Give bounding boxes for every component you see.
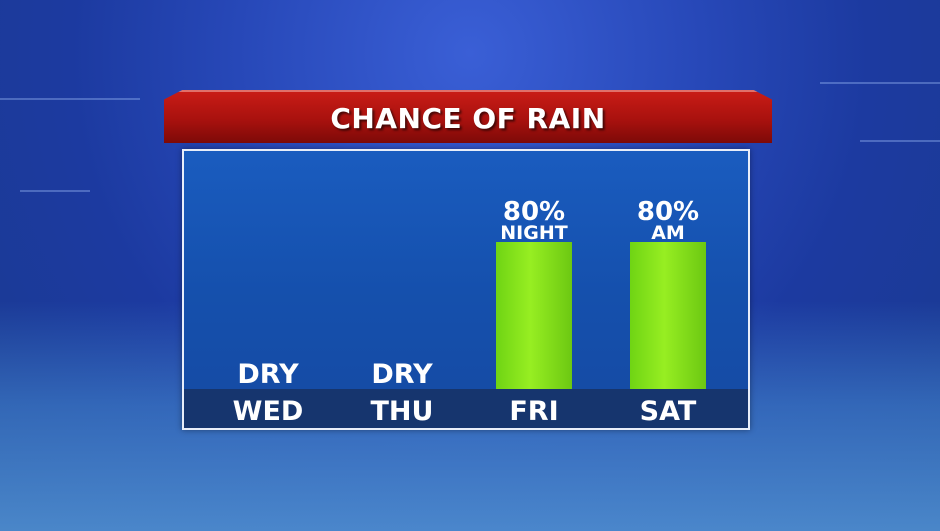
bar-sat	[630, 242, 706, 389]
chart-title-bar: CHANCE OF RAIN	[164, 90, 772, 143]
background-streak	[20, 190, 90, 192]
value-label-wed: DRY	[237, 359, 299, 390]
day-label-sat: SAT	[640, 396, 697, 427]
day-label-wed: WED	[233, 396, 304, 427]
chart-panel: DRY WED DRY THU 80% NIGHT FRI 80% AM SAT	[182, 149, 750, 430]
day-label-band	[184, 389, 748, 428]
background-streak	[0, 98, 140, 100]
chart-title: CHANCE OF RAIN	[330, 102, 606, 135]
background-streak	[860, 140, 940, 142]
day-label-thu: THU	[371, 396, 434, 427]
sub-label-fri: NIGHT	[500, 222, 567, 244]
bar-fri	[496, 242, 572, 389]
value-label-fri: 80%	[503, 197, 565, 227]
sub-label-sat: AM	[651, 222, 685, 244]
value-label-thu: DRY	[371, 359, 433, 390]
value-label-sat: 80%	[637, 197, 699, 227]
background-streak	[820, 82, 940, 84]
day-label-fri: FRI	[509, 396, 558, 427]
